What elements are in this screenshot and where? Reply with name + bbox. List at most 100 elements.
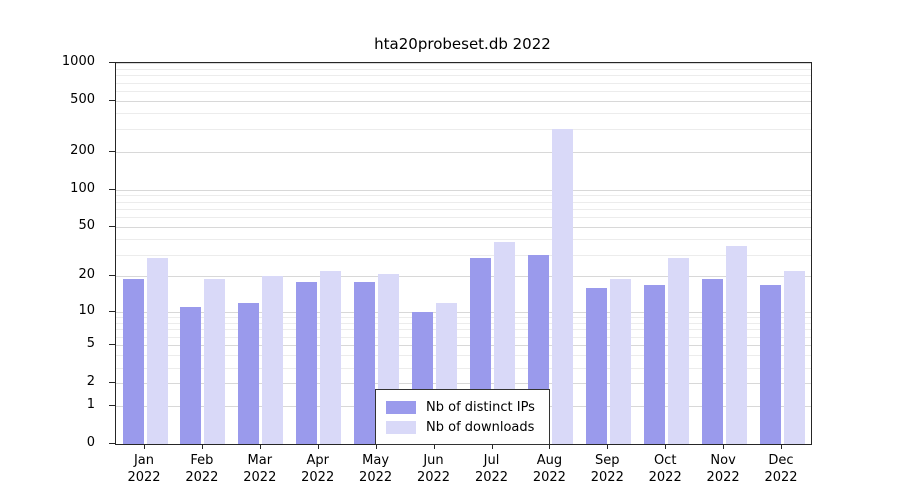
y-tick-label: 2: [86, 374, 95, 390]
minor-gridline: [116, 336, 811, 338]
bar-downloads: [725, 246, 747, 444]
major-gridline: [116, 276, 811, 278]
y-tick-label: 1: [86, 396, 95, 412]
minor-gridline: [116, 201, 811, 203]
chart-title: hta20probeset.db 2022: [374, 35, 551, 53]
y-tick-label: 500: [70, 92, 95, 108]
bar-distinct-ips: [701, 278, 723, 444]
x-tick-label: Jul 2022: [474, 453, 509, 485]
major-gridline: [116, 345, 811, 347]
y-tick-label: 20: [78, 267, 95, 283]
minor-gridline: [116, 113, 811, 115]
y-tick-label: 1000: [61, 54, 95, 69]
x-tick-label: Mar 2022: [243, 453, 277, 485]
minor-gridline: [116, 208, 811, 210]
minor-gridline: [116, 91, 811, 93]
x-tick-mark: [607, 444, 609, 449]
x-tick-label: Apr 2022: [301, 453, 335, 485]
minor-gridline: [116, 217, 811, 219]
y-axis: 0 1 2 5 10 20 50 100 200 500 1000: [0, 54, 107, 450]
y-tick-label: 5: [86, 336, 95, 352]
x-tick-mark: [665, 444, 667, 449]
x-tick-label: Jan 2022: [127, 453, 161, 485]
bar-downloads: [262, 276, 284, 444]
plot-area: [115, 62, 812, 445]
minor-gridline: [116, 75, 811, 77]
bar-downloads: [320, 271, 342, 444]
bar-distinct-ips: [354, 281, 376, 444]
major-gridline: [116, 151, 811, 153]
x-tick-label: Oct 2022: [648, 453, 682, 485]
x-tick-mark: [259, 444, 261, 449]
minor-gridline: [116, 82, 811, 84]
minor-gridline: [116, 322, 811, 324]
bar-downloads: [783, 271, 805, 444]
bar-distinct-ips: [643, 284, 665, 444]
y-tick-label: 10: [78, 302, 95, 318]
major-gridline: [116, 63, 811, 64]
y-tick-mark: [109, 188, 115, 190]
x-tick-mark: [549, 444, 551, 449]
y-tick-label: 100: [70, 180, 95, 196]
y-tick-label: 200: [70, 142, 95, 158]
major-gridline: [116, 311, 811, 313]
x-tick-label: Nov 2022: [706, 453, 740, 485]
minor-gridline: [116, 129, 811, 131]
major-gridline: [116, 189, 811, 191]
minor-gridline: [116, 195, 811, 197]
x-tick-label: Aug 2022: [532, 453, 566, 485]
minor-gridline: [116, 317, 811, 318]
legend: Nb of distinct IPs Nb of downloads: [375, 389, 550, 445]
y-tick-mark: [109, 62, 115, 63]
minor-gridline: [116, 254, 811, 256]
y-tick-mark: [109, 310, 115, 312]
bar-distinct-ips: [180, 307, 202, 444]
minor-gridline: [116, 239, 811, 241]
legend-row: Nb of downloads: [386, 417, 535, 437]
x-tick-label: Dec 2022: [764, 453, 798, 485]
y-tick-mark: [109, 100, 115, 102]
bar-distinct-ips: [122, 278, 144, 444]
bar-distinct-ips: [296, 281, 318, 444]
x-tick-mark: [491, 444, 493, 449]
major-gridline: [116, 227, 811, 229]
major-gridline: [116, 101, 811, 103]
bar-downloads: [609, 278, 631, 444]
x-tick-mark: [317, 444, 319, 449]
bar-distinct-ips: [759, 284, 781, 444]
bar-distinct-ips: [585, 287, 607, 444]
bar-downloads: [204, 278, 226, 444]
y-tick-mark: [109, 404, 115, 406]
legend-row: Nb of distinct IPs: [386, 397, 535, 417]
y-tick-mark: [109, 382, 115, 384]
legend-label-distinct-ips: Nb of distinct IPs: [426, 399, 535, 415]
legend-label-downloads: Nb of downloads: [426, 419, 535, 435]
x-tick-mark: [201, 444, 203, 449]
minor-gridline: [116, 367, 811, 369]
x-tick-label: Feb 2022: [185, 453, 219, 485]
y-tick-label: 50: [78, 218, 95, 234]
x-tick-mark: [433, 444, 435, 449]
y-tick-mark: [109, 443, 115, 444]
y-tick-mark: [109, 226, 115, 228]
bar-downloads: [667, 258, 689, 444]
major-gridline: [116, 383, 811, 385]
bar-downloads: [551, 129, 573, 444]
x-tick-mark: [375, 444, 377, 449]
x-tick-mark: [781, 444, 782, 449]
minor-gridline: [116, 355, 811, 357]
x-tick-label: May 2022: [359, 453, 393, 485]
minor-gridline: [116, 329, 811, 331]
y-tick-mark: [109, 344, 115, 346]
x-tick-label: Sep 2022: [590, 453, 624, 485]
x-tick-mark: [723, 444, 725, 449]
bar-downloads: [146, 258, 168, 444]
legend-swatch-downloads: [386, 420, 416, 434]
y-tick-mark: [109, 275, 115, 277]
legend-swatch-distinct-ips: [386, 400, 416, 414]
x-tick-mark: [144, 444, 145, 449]
x-axis: Jan 2022 Feb 2022 Mar 2022 Apr 2022 May 2022 Jun 20…: [0, 443, 900, 500]
y-tick-label: 0: [86, 435, 95, 450]
x-tick-label: Jun 2022: [416, 453, 451, 485]
